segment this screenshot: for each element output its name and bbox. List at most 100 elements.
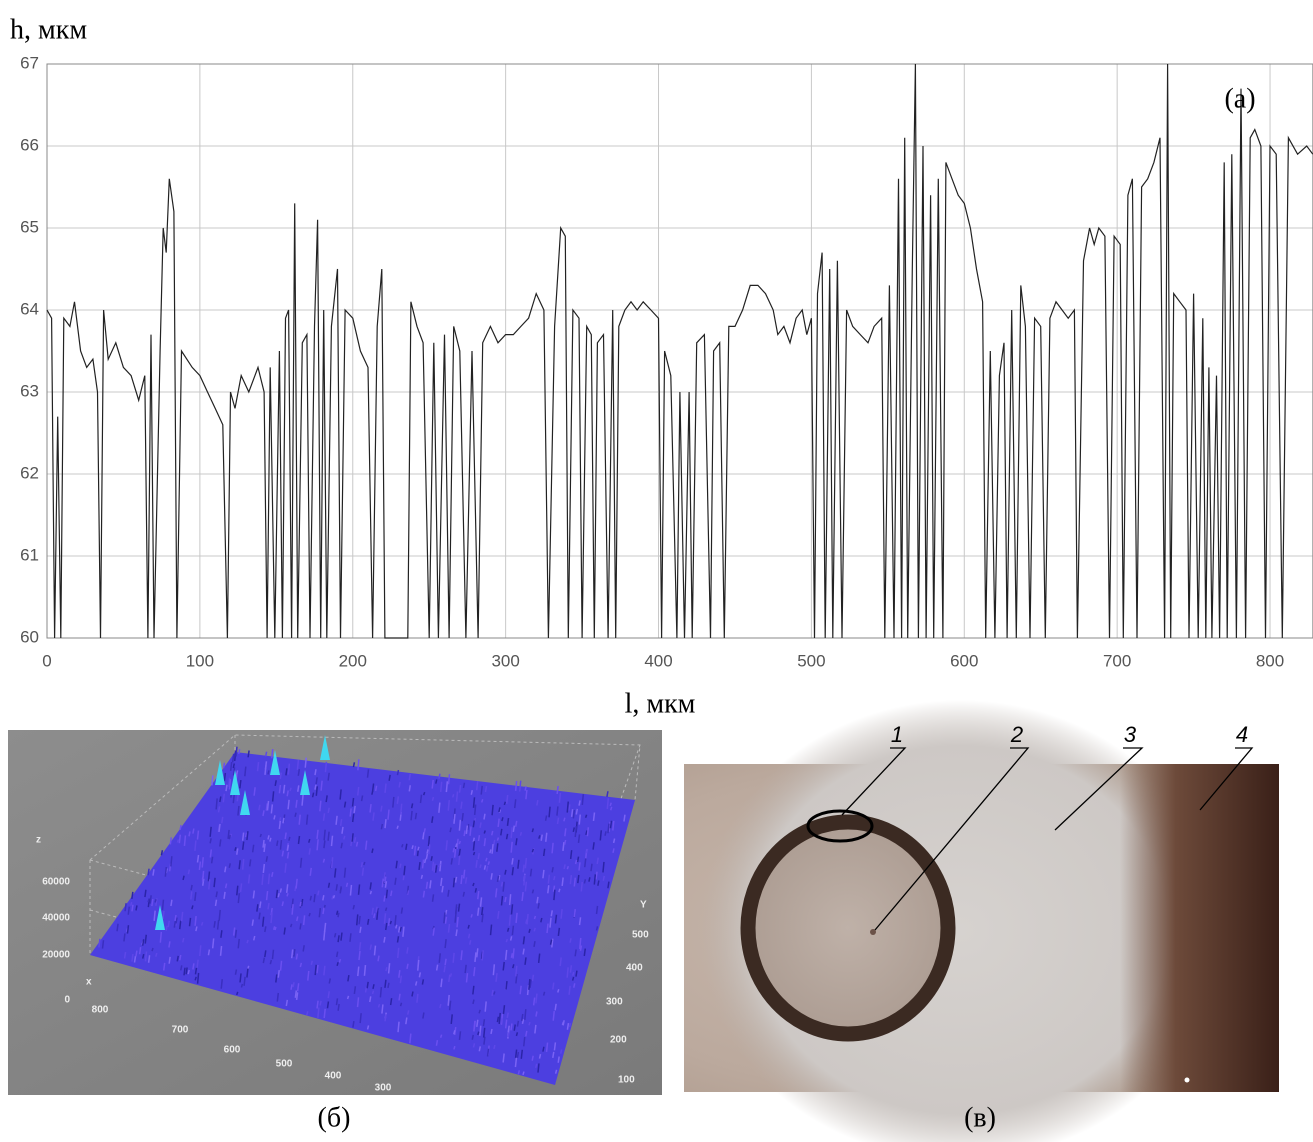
texture [243, 976, 246, 986]
texture [355, 841, 359, 847]
texture [279, 888, 283, 893]
texture [323, 840, 326, 849]
texture [445, 781, 449, 793]
texture [519, 831, 523, 836]
texture [317, 890, 320, 896]
texture [450, 858, 453, 865]
texture [262, 863, 266, 874]
texture [213, 921, 216, 928]
texture [455, 843, 458, 848]
texture [467, 933, 471, 939]
texture [583, 858, 587, 868]
texture [590, 863, 593, 872]
texture [271, 871, 274, 877]
texture [229, 761, 233, 771]
texture [352, 762, 356, 768]
texture [256, 761, 260, 772]
texture [384, 907, 388, 912]
texture [609, 802, 612, 807]
texture [548, 806, 551, 818]
texture [373, 913, 376, 919]
texture [573, 877, 577, 887]
texture [356, 997, 360, 1008]
texture [502, 1053, 505, 1063]
texture [519, 985, 522, 995]
texture [225, 784, 228, 792]
texture [194, 967, 198, 975]
texture [472, 882, 475, 887]
texture [535, 1011, 538, 1017]
texture [267, 873, 271, 885]
texture [416, 993, 419, 1003]
y-tick-label: 60 [20, 627, 39, 646]
texture [232, 793, 236, 804]
texture [506, 817, 510, 826]
texture [279, 772, 282, 779]
texture [430, 856, 433, 861]
texture [522, 1071, 525, 1076]
texture [309, 895, 312, 901]
texture [159, 931, 163, 943]
texture [398, 993, 401, 1001]
texture [363, 965, 367, 976]
texture [366, 1025, 370, 1030]
texture [491, 844, 494, 854]
texture [285, 884, 289, 893]
texture [489, 849, 492, 854]
texture [592, 842, 595, 850]
y-tick-label: 400 [626, 963, 643, 974]
texture [179, 824, 182, 831]
texture [496, 1016, 500, 1023]
texture [435, 964, 439, 971]
texture [264, 751, 268, 757]
texture [500, 881, 504, 887]
texture [392, 796, 395, 808]
texture [479, 822, 482, 828]
texture [466, 823, 470, 831]
texture [408, 785, 412, 792]
texture [452, 952, 455, 963]
texture [237, 938, 240, 949]
texture [557, 1056, 560, 1063]
texture [438, 953, 442, 963]
x-tick-label: 500 [797, 651, 825, 670]
texture [237, 893, 241, 904]
x-tick-label: 700 [172, 1025, 189, 1036]
texture [566, 1023, 570, 1030]
x-tick-label: 600 [224, 1045, 241, 1056]
texture [470, 914, 473, 918]
texture [164, 866, 168, 877]
texture [542, 1046, 545, 1052]
texture [515, 1032, 519, 1037]
panel-label: (в) [964, 1102, 996, 1133]
texture [377, 1003, 381, 1008]
texture [456, 916, 459, 928]
texture [396, 936, 400, 943]
texture [295, 799, 298, 808]
texture [397, 1021, 400, 1033]
texture [433, 868, 436, 873]
texture [403, 865, 406, 876]
texture [232, 763, 236, 769]
texture [215, 760, 225, 785]
texture [322, 813, 326, 821]
texture [173, 920, 177, 928]
y-tick-label: 61 [20, 545, 39, 564]
texture [310, 960, 314, 965]
texture [301, 794, 304, 806]
texture [290, 984, 293, 990]
texture [551, 938, 554, 948]
texture [524, 1009, 527, 1021]
texture [421, 979, 425, 985]
texture [502, 1005, 506, 1015]
texture [396, 769, 400, 776]
texture [495, 972, 498, 982]
texture [511, 858, 514, 865]
texture [551, 842, 554, 854]
texture [444, 939, 447, 949]
texture [192, 828, 195, 834]
texture [383, 872, 386, 882]
texture [455, 791, 459, 802]
texture [583, 879, 587, 884]
texture [252, 935, 256, 941]
